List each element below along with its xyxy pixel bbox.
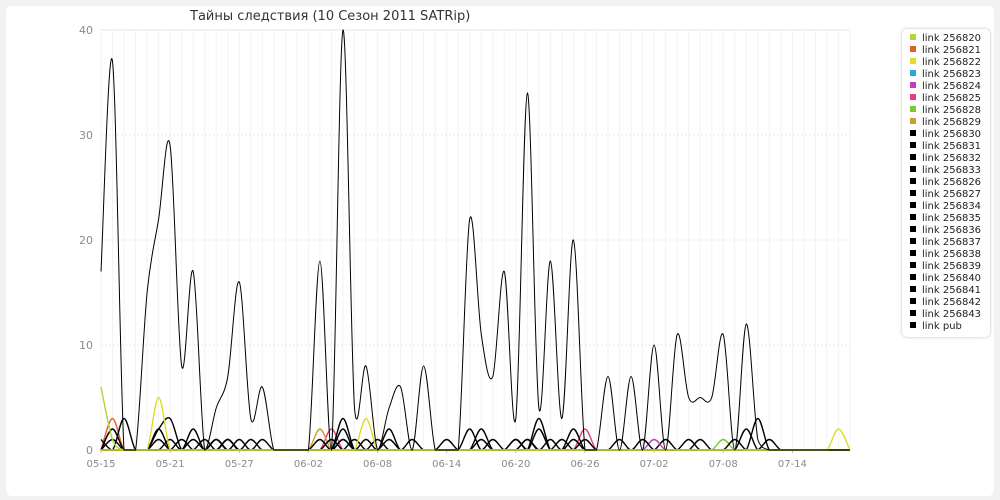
y-tick-label: 40 bbox=[79, 24, 93, 37]
legend-item[interactable]: link 256836 bbox=[910, 225, 981, 237]
legend-label: link 256826 bbox=[922, 177, 982, 188]
x-tick-label: 07-02 bbox=[640, 459, 669, 470]
chart-title: Тайны следствия (10 Сезон 2011 SATRip) bbox=[190, 9, 471, 24]
legend-item[interactable]: link 256839 bbox=[910, 261, 981, 273]
legend-label: link 256821 bbox=[922, 45, 982, 56]
legend-item[interactable]: link 256843 bbox=[910, 309, 981, 321]
legend-item[interactable]: link 256828 bbox=[910, 105, 981, 117]
legend-label: link 256825 bbox=[922, 93, 982, 104]
legend-swatch bbox=[910, 238, 916, 244]
legend-label: link 256835 bbox=[922, 213, 982, 224]
legend-label: link 256841 bbox=[922, 285, 982, 296]
legend-item[interactable]: link 256824 bbox=[910, 81, 981, 93]
legend-swatch bbox=[910, 130, 916, 136]
x-tick-label: 06-14 bbox=[432, 459, 461, 470]
legend-swatch bbox=[910, 70, 916, 76]
series-line-link-256830 bbox=[100, 29, 850, 451]
legend-swatch bbox=[910, 178, 916, 184]
legend-swatch bbox=[910, 190, 916, 196]
y-tick-label: 0 bbox=[86, 444, 93, 457]
legend-item[interactable]: link 256831 bbox=[910, 141, 981, 153]
legend-swatch bbox=[910, 202, 916, 208]
legend-label: link 256843 bbox=[922, 309, 982, 320]
x-tick-label: 05-21 bbox=[156, 459, 185, 470]
legend-label: link 256828 bbox=[922, 105, 982, 116]
x-tick-label: 07-08 bbox=[709, 459, 738, 470]
legend-item[interactable]: link 256835 bbox=[910, 213, 981, 225]
y-tick-label: 20 bbox=[79, 234, 93, 247]
legend-item[interactable]: link 256832 bbox=[910, 153, 981, 165]
x-tick-label: 05-15 bbox=[86, 459, 115, 470]
legend-item[interactable]: link 256841 bbox=[910, 285, 981, 297]
legend-label: link 256822 bbox=[922, 57, 982, 68]
x-tick-label: 06-20 bbox=[501, 459, 530, 470]
legend-swatch bbox=[910, 310, 916, 316]
legend-swatch bbox=[910, 154, 916, 160]
legend-label: link 256837 bbox=[922, 237, 982, 248]
x-tick-label: 05-27 bbox=[225, 459, 254, 470]
legend-swatch bbox=[910, 46, 916, 52]
legend-swatch bbox=[910, 166, 916, 172]
legend-item[interactable]: link 256821 bbox=[910, 45, 981, 57]
chart-legend[interactable]: link 256820 link 256821 link 256822 link 25… bbox=[902, 29, 990, 337]
legend-swatch bbox=[910, 262, 916, 268]
legend-swatch bbox=[910, 214, 916, 220]
legend-label: link 256824 bbox=[922, 81, 982, 92]
legend-item[interactable]: link 256829 bbox=[910, 117, 981, 129]
legend-item[interactable]: link pub bbox=[910, 321, 962, 333]
legend-item[interactable]: link 256827 bbox=[910, 189, 981, 201]
legend-item[interactable]: link 256823 bbox=[910, 69, 981, 81]
legend-swatch bbox=[910, 118, 916, 124]
legend-item[interactable]: link 256826 bbox=[910, 177, 981, 189]
legend-item[interactable]: link 256822 bbox=[910, 57, 981, 69]
legend-item[interactable]: link 256834 bbox=[910, 201, 981, 213]
legend-item[interactable]: link 256842 bbox=[910, 297, 981, 309]
legend-item[interactable]: link 256825 bbox=[910, 93, 981, 105]
legend-label: link pub bbox=[922, 321, 962, 332]
legend-swatch bbox=[910, 142, 916, 148]
legend-swatch bbox=[910, 274, 916, 280]
legend-label: link 256840 bbox=[922, 273, 982, 284]
legend-swatch bbox=[910, 94, 916, 100]
legend-item[interactable]: link 256830 bbox=[910, 129, 981, 141]
legend-swatch bbox=[910, 58, 916, 64]
y-tick-label: 10 bbox=[79, 339, 93, 352]
legend-swatch bbox=[910, 298, 916, 304]
legend-item[interactable]: link 256837 bbox=[910, 237, 981, 249]
legend-label: link 256832 bbox=[922, 153, 982, 164]
legend-item[interactable]: link 256820 bbox=[910, 33, 981, 45]
legend-label: link 256831 bbox=[922, 141, 982, 152]
legend-label: link 256836 bbox=[922, 225, 982, 236]
legend-label: link 256842 bbox=[922, 297, 982, 308]
legend-item[interactable]: link 256840 bbox=[910, 273, 981, 285]
series-line-link-256820 bbox=[100, 386, 850, 451]
legend-label: link 256834 bbox=[922, 201, 982, 212]
legend-label: link 256839 bbox=[922, 261, 982, 272]
x-tick-label: 06-02 bbox=[294, 459, 323, 470]
legend-swatch bbox=[910, 322, 916, 328]
legend-swatch bbox=[910, 34, 916, 40]
x-tick-label: 06-26 bbox=[570, 459, 599, 470]
y-tick-label: 30 bbox=[79, 129, 93, 142]
legend-swatch bbox=[910, 250, 916, 256]
x-tick-label: 07-14 bbox=[778, 459, 807, 470]
legend-label: link 256838 bbox=[922, 249, 982, 260]
legend-label: link 256827 bbox=[922, 189, 982, 200]
legend-swatch bbox=[910, 286, 916, 292]
legend-item[interactable]: link 256833 bbox=[910, 165, 981, 177]
legend-item[interactable]: link 256838 bbox=[910, 249, 981, 261]
legend-label: link 256823 bbox=[922, 69, 982, 80]
legend-label: link 256820 bbox=[922, 33, 982, 44]
legend-swatch bbox=[910, 82, 916, 88]
legend-label: link 256830 bbox=[922, 129, 982, 140]
x-tick-label: 06-08 bbox=[363, 459, 392, 470]
legend-swatch bbox=[910, 106, 916, 112]
legend-label: link 256829 bbox=[922, 117, 982, 128]
legend-label: link 256833 bbox=[922, 165, 982, 176]
legend-swatch bbox=[910, 226, 916, 232]
